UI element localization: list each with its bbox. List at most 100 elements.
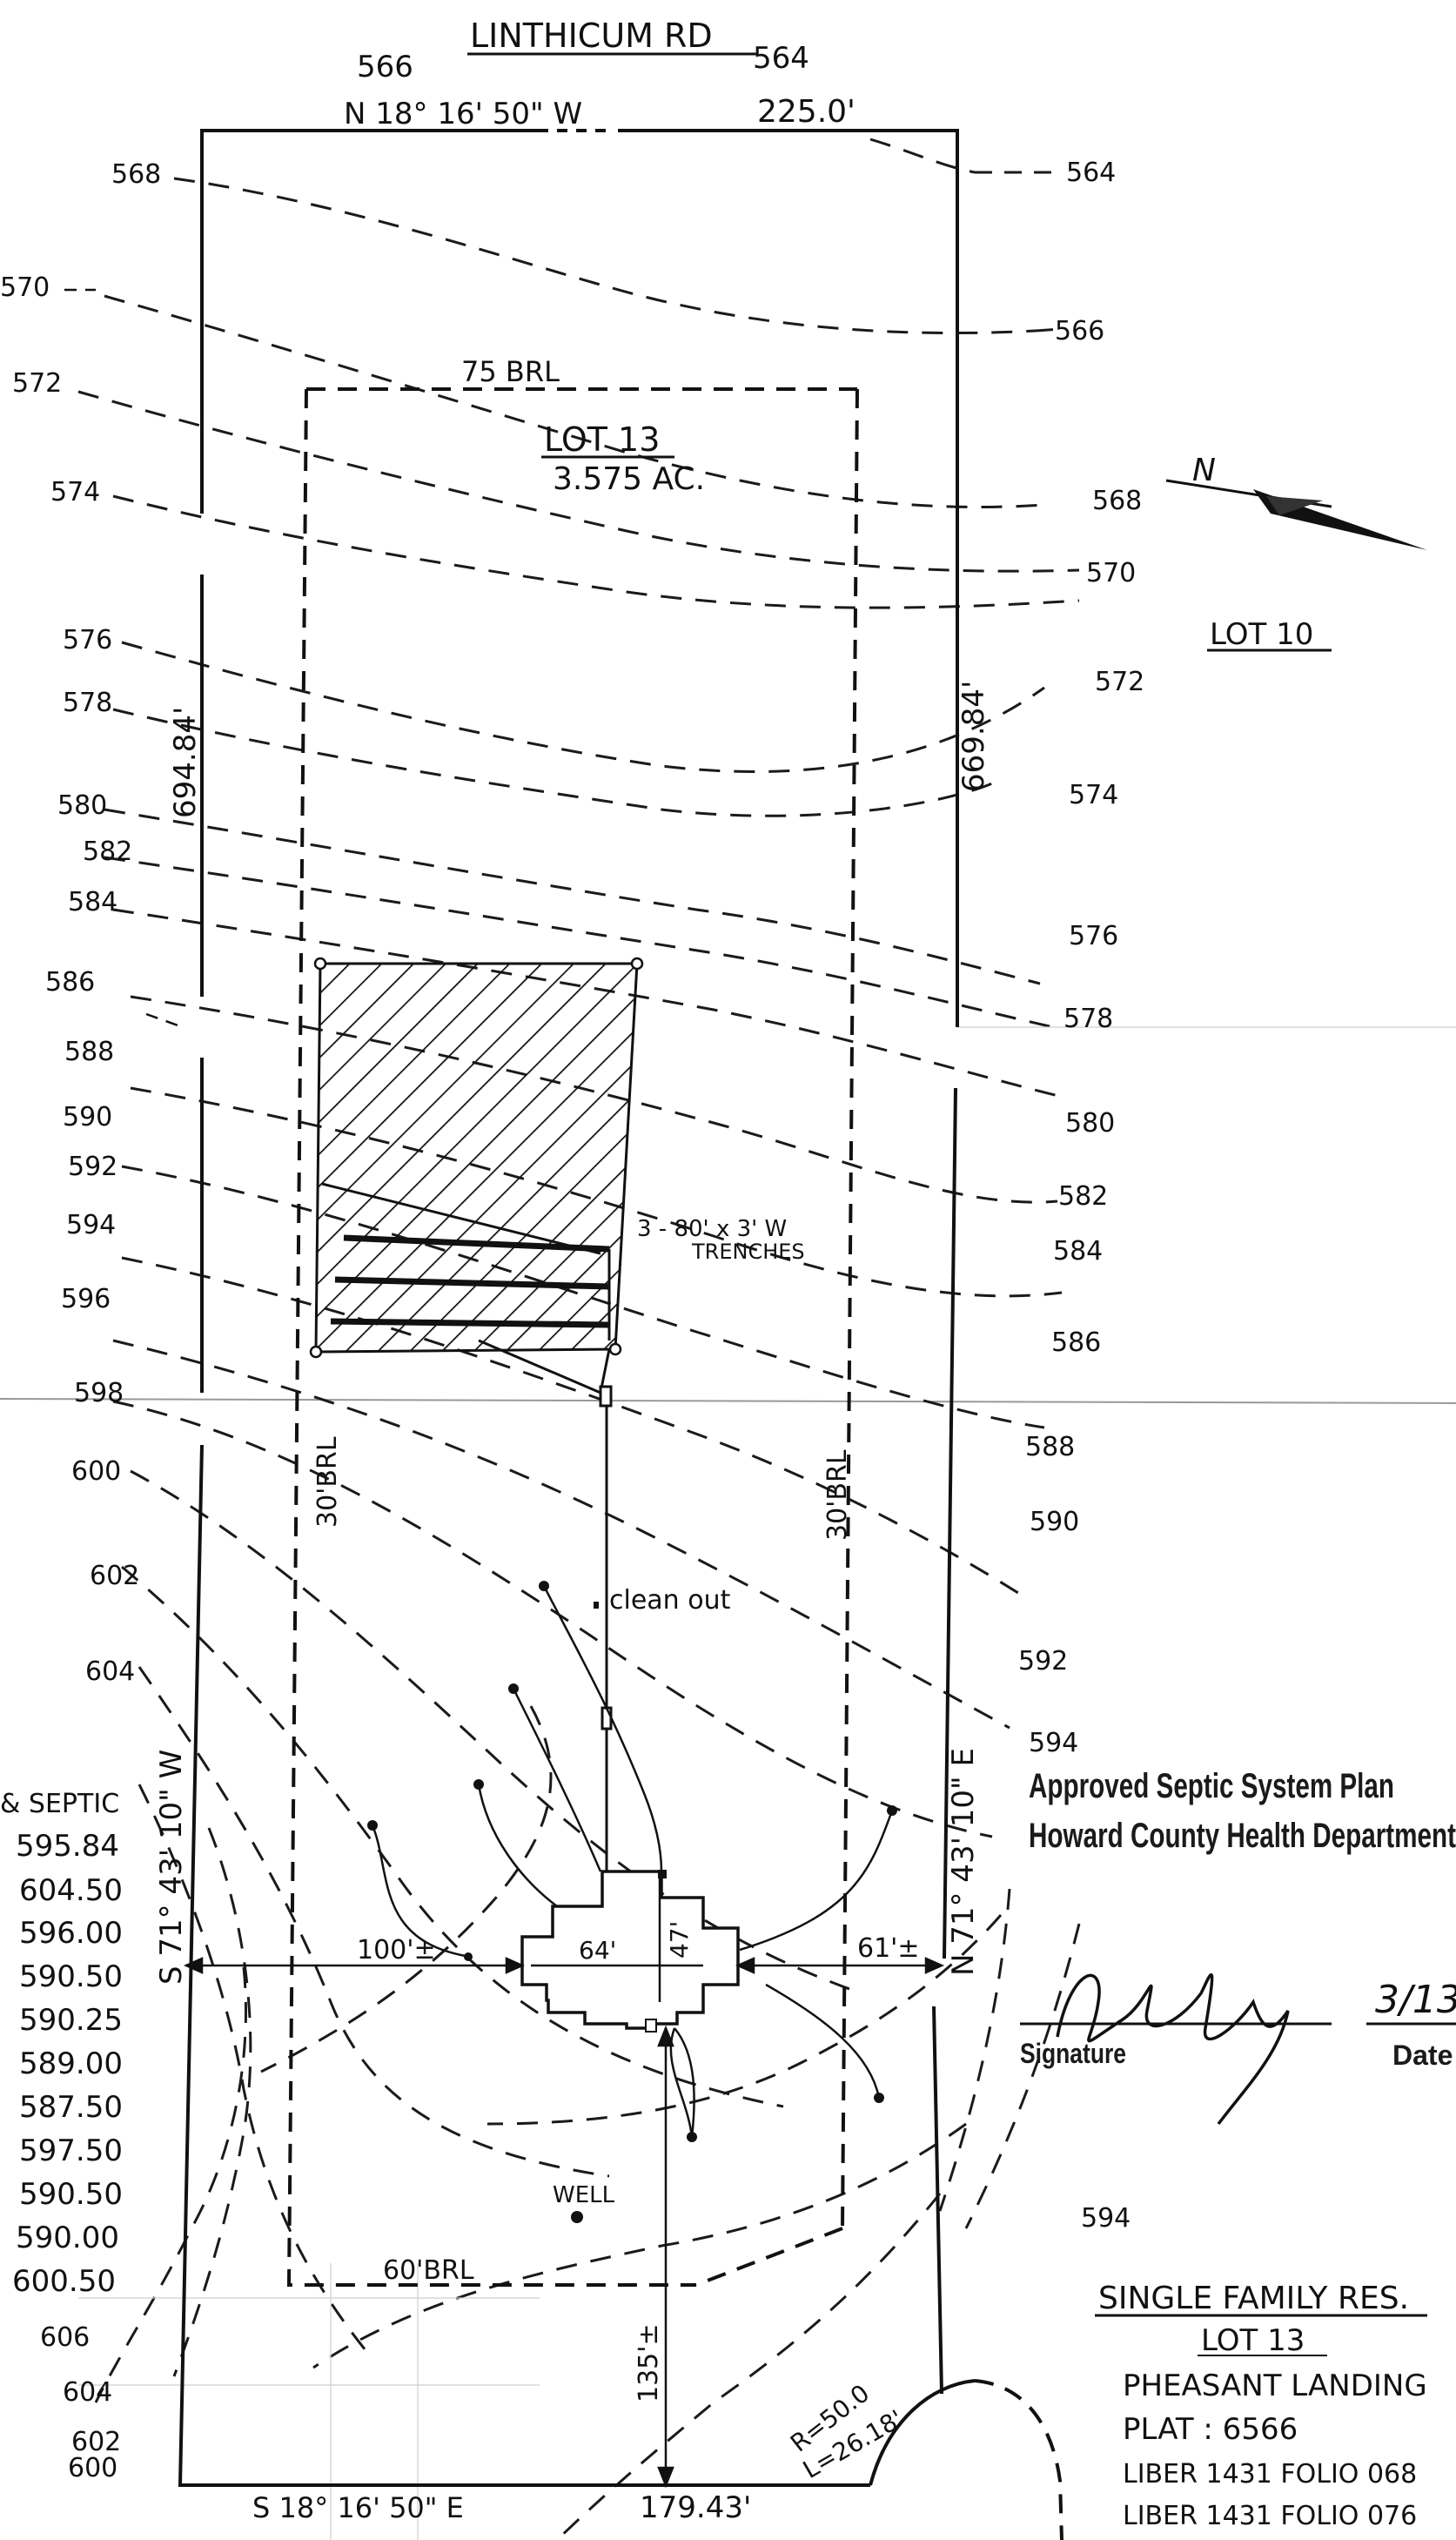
contour-label: 606: [40, 2322, 90, 2353]
elevation-value: 597.50: [19, 2133, 123, 2168]
contour-label: 580: [57, 790, 107, 821]
contour-label: 596: [61, 1284, 111, 1314]
approval-date: 3/13: [1375, 1978, 1456, 2022]
well-label: WELL: [553, 2182, 615, 2208]
south-bearing: S 18° 16' 50" E: [252, 2491, 464, 2524]
spot-elevation-points: [367, 1581, 897, 2142]
title-block-subdivision: PHEASANT LANDING: [1123, 2369, 1427, 2403]
contour-label: 570: [0, 272, 50, 303]
contour-label: 572: [12, 368, 62, 399]
field-corner-marker: [309, 1345, 323, 1359]
scan-fold-line: [0, 1398, 1456, 1404]
well-symbol: [571, 2211, 583, 2223]
elevation-value: 604.50: [19, 1873, 123, 1908]
contour-label: 578: [1063, 1004, 1113, 1034]
contour-label: 584: [68, 887, 117, 917]
contour-label: 568: [111, 159, 161, 190]
house-depth: 47': [665, 1921, 694, 1959]
contour-label: 570: [1086, 558, 1136, 588]
elevation-value: 590.50: [19, 1959, 123, 1994]
contour-label: 594: [1029, 1728, 1078, 1758]
west-length: 694.84': [168, 707, 203, 818]
contour-label: 576: [1069, 921, 1118, 951]
top-contour-left: 566: [357, 50, 413, 84]
elevation-value: 596.00: [19, 1916, 123, 1951]
contour-label: 566: [1055, 316, 1104, 346]
distribution-box: [599, 1385, 613, 1408]
drafting-grid: [78, 1026, 1456, 2540]
contour-label: 588: [1025, 1432, 1075, 1462]
contour-leaders: [975, 171, 1063, 333]
lot-area: 3.575 AC.: [553, 461, 705, 497]
contour-label: 600: [71, 1456, 121, 1487]
property-boundary: [178, 129, 959, 2487]
adjacent-lot: LOT 10: [1210, 617, 1313, 652]
north-arrow: [1165, 479, 1427, 550]
elevation-header: & SEPTIC: [0, 1789, 119, 1819]
elevation-value: 590.25: [19, 2003, 123, 2038]
elevation-value: 590.00: [16, 2221, 119, 2255]
north-arrow-label: N: [1192, 453, 1216, 488]
contour-label: 582: [1058, 1181, 1108, 1212]
title-block-title: SINGLE FAMILY RES.: [1098, 2281, 1409, 2316]
cleanout-label: clean out: [609, 1585, 731, 1616]
contour-label: 588: [64, 1037, 114, 1067]
building-restriction-lines: [286, 387, 859, 2287]
elevation-value: 600.50: [12, 2264, 116, 2299]
contour-label: 586: [1051, 1327, 1101, 1358]
date-label: Date: [1392, 2039, 1453, 2071]
elevation-value: 595.84: [16, 1829, 119, 1864]
left-contour-labels: 568 570 572 574 576 578 580 582 584 586 …: [0, 159, 161, 2483]
left-side-setback: 30'BRL: [312, 1436, 343, 1528]
contour-label: 592: [68, 1152, 117, 1182]
contour-label: 602: [71, 2427, 121, 2457]
approval-stamp: Approved Septic System Plan Howard Count…: [1020, 1767, 1456, 2126]
road-name: LINTHICUM RD: [470, 17, 713, 55]
septic-tank: [601, 1706, 613, 1730]
cul-de-sac-road: [974, 2379, 1063, 2540]
contour-label: 584: [1053, 1236, 1103, 1267]
left-distance: 100'±: [357, 1935, 436, 1965]
elevation-value: 590.50: [19, 2177, 123, 2212]
house-width: 64': [579, 1936, 616, 1965]
contour-label: 586: [45, 967, 95, 998]
elevation-value: 587.50: [19, 2090, 123, 2125]
rear-setback: 60'BRL: [383, 2255, 474, 2286]
lot-name: LOT 13: [544, 420, 660, 459]
contour-label: 604: [63, 2377, 112, 2408]
trench-spec: 3 - 80' x 3' W: [637, 1216, 787, 1242]
property-curve: [869, 2379, 976, 2486]
right-side-setback: 30'BRL: [822, 1449, 853, 1541]
trench-spec-2: TRENCHES: [691, 1240, 805, 1264]
house-corner-marker: [645, 2019, 657, 2033]
approval-department: Howard County Health Department: [1029, 1817, 1456, 1855]
rear-distance: 135'±: [634, 2323, 664, 2402]
front-setback: 75 BRL: [461, 355, 560, 388]
field-corner-marker: [630, 957, 644, 971]
field-corner-marker: [608, 1342, 622, 1356]
approval-signature: [1056, 1972, 1290, 2126]
contour-label: 578: [63, 688, 112, 718]
contour-label: 582: [83, 837, 132, 867]
title-block-liber-2: LIBER 1431 FOLIO 076: [1123, 2501, 1417, 2531]
contour-label: 594: [66, 1210, 116, 1240]
house-corner-marker: [658, 1870, 667, 1878]
left-contour-leaders: [64, 288, 184, 1029]
septic-field-area: [314, 962, 639, 1354]
house-dimensions: [531, 1878, 703, 2002]
title-block-lot: LOT 13: [1201, 2323, 1305, 2358]
contour-lines: [77, 138, 1081, 2540]
contour-label: 590: [63, 1102, 112, 1132]
right-distance: 61'±: [857, 1933, 920, 1964]
contour-label: 576: [63, 625, 112, 655]
approval-title: Approved Septic System Plan: [1029, 1767, 1394, 1805]
east-length: 669.84': [956, 681, 991, 792]
north-bearing: N 18° 16' 50" W: [344, 97, 582, 131]
contour-label: 600: [68, 2453, 117, 2483]
contour-label: 594: [1081, 2203, 1131, 2234]
house-footprint: [520, 1870, 740, 2030]
south-length: 179.43': [640, 2490, 751, 2525]
signature-label: Signature: [1020, 2038, 1126, 2069]
contour-label: 598: [74, 1378, 124, 1408]
